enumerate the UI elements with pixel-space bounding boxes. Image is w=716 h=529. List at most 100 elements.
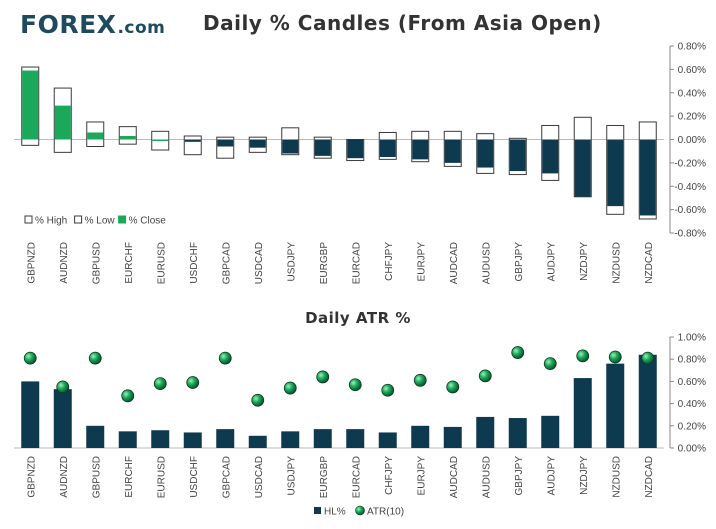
atr-marker — [316, 370, 330, 384]
atr-marker — [153, 377, 167, 391]
candle-category-label: AUDUSD — [481, 242, 492, 284]
forex-logo: FOREX.com — [20, 10, 165, 39]
candle-category-label: NZDCAD — [644, 242, 655, 284]
candle-close-bar — [152, 139, 169, 141]
hl-bar — [443, 426, 462, 448]
atr-category-label: CHFJPY — [384, 456, 395, 495]
candle-category-label: EURCHF — [124, 242, 135, 284]
atr-legend-label: ATR(10) — [367, 507, 404, 518]
atr-y-tick-label: 1.00% — [678, 333, 706, 344]
hl-bar — [118, 431, 137, 448]
candle-close-bar — [444, 139, 461, 163]
candle-close-bar — [542, 139, 559, 174]
atr-marker — [56, 380, 70, 394]
atr-y-tick-label: 0.80% — [678, 355, 706, 366]
candle-category-label: AUDJPY — [546, 242, 557, 282]
atr-category-label: USDCAD — [254, 456, 265, 498]
atr-chart-title: Daily ATR % — [305, 309, 411, 327]
candles-y-tick-label: 0.20% — [678, 112, 706, 123]
candle-category-label: USDCHF — [189, 242, 200, 284]
hl-bar — [281, 431, 300, 448]
atr-y-tick-label: 0.00% — [678, 444, 706, 455]
candles-legend-label: % High — [35, 216, 67, 227]
atr-legend-swatch-hl — [314, 507, 321, 514]
candle-category-label: EURCAD — [351, 242, 362, 284]
atr-marker — [478, 369, 492, 383]
candle-close-bar — [249, 139, 266, 148]
atr-marker — [121, 389, 135, 403]
atr-marker — [576, 349, 590, 363]
candle-close-bar — [574, 139, 591, 197]
atr-category-label: GBPJPY — [514, 456, 525, 496]
candle-close-bar — [87, 132, 104, 140]
atr-marker — [641, 351, 655, 365]
candle-category-label: GBPCAD — [221, 242, 232, 284]
hl-bar — [346, 429, 365, 448]
candle-close-bar — [282, 139, 299, 154]
atr-category-label: GBPUSD — [91, 456, 102, 498]
hl-bar — [606, 363, 625, 448]
hl-bar — [248, 435, 267, 448]
candles-y-tick-label: 0.00% — [678, 135, 706, 146]
hl-bar — [411, 425, 430, 448]
atr-marker — [413, 373, 427, 387]
candle-category-label: NZDJPY — [579, 242, 590, 281]
candle-close-bar — [639, 139, 656, 216]
atr-marker — [446, 380, 460, 394]
candle-close-bar — [22, 70, 39, 140]
candles-y-tick-label: -0.40% — [674, 182, 706, 193]
atr-category-label: EURJPY — [416, 456, 427, 496]
candle-category-label: GBPUSD — [91, 242, 102, 284]
hl-bar — [638, 354, 657, 448]
hl-bar — [313, 429, 332, 448]
hl-bar — [183, 432, 202, 448]
hl-bar — [216, 429, 235, 448]
candles-legend-swatch — [118, 215, 127, 224]
candle-close-bar — [379, 139, 396, 158]
hl-bar — [573, 378, 592, 448]
atr-legend-swatch-atr — [355, 505, 365, 516]
candles-legend-label: % Low — [85, 216, 116, 227]
atr-category-label: AUDNZD — [59, 456, 70, 498]
atr-category-label: USDCHF — [189, 456, 200, 498]
candle-category-label: USDCAD — [254, 242, 265, 284]
atr-legend-label: HL% — [324, 507, 346, 518]
candles-y-tick-label: 0.80% — [678, 42, 706, 53]
candles-y-tick-label: -0.80% — [674, 229, 706, 240]
atr-marker — [381, 383, 395, 397]
candle-close-bar — [509, 139, 526, 172]
atr-category-label: AUDUSD — [481, 456, 492, 498]
hl-bar — [151, 430, 170, 448]
atr-category-label: NZDCAD — [644, 456, 655, 498]
atr-marker — [348, 378, 362, 392]
candle-category-label: AUDNZD — [59, 242, 70, 284]
logo-brand: FOREX — [20, 10, 117, 39]
candle-close-bar — [217, 139, 234, 147]
candles-y-tick-label: 0.60% — [678, 65, 706, 76]
candles-legend-label: % Close — [129, 216, 167, 227]
atr-marker — [251, 393, 265, 407]
atr-category-label: AUDCAD — [449, 456, 460, 498]
hl-bar — [53, 389, 72, 448]
atr-category-label: GBPNZD — [26, 456, 37, 498]
candles-y-tick-label: -0.20% — [674, 158, 706, 169]
candle-close-bar — [314, 139, 331, 156]
candle-category-label: NZDUSD — [611, 242, 622, 284]
atr-category-label: NZDJPY — [579, 456, 590, 495]
candles-y-tick-label: 0.40% — [678, 88, 706, 99]
candle-category-label: GBPNZD — [26, 242, 37, 284]
atr-category-label: USDJPY — [286, 456, 297, 496]
atr-y-tick-label: 0.20% — [678, 421, 706, 432]
candle-category-label: AUDCAD — [449, 242, 460, 284]
candle-close-bar — [607, 139, 624, 207]
atr-category-label: GBPCAD — [221, 456, 232, 498]
candle-category-label: EURGBP — [319, 242, 330, 285]
atr-marker — [511, 346, 525, 359]
atr-category-label: EURGBP — [319, 456, 330, 499]
candles-y-tick-label: -0.60% — [674, 205, 706, 216]
candles-chart-title: Daily % Candles (From Asia Open) — [203, 11, 602, 35]
atr-marker — [186, 376, 200, 389]
hl-bar — [86, 425, 105, 448]
